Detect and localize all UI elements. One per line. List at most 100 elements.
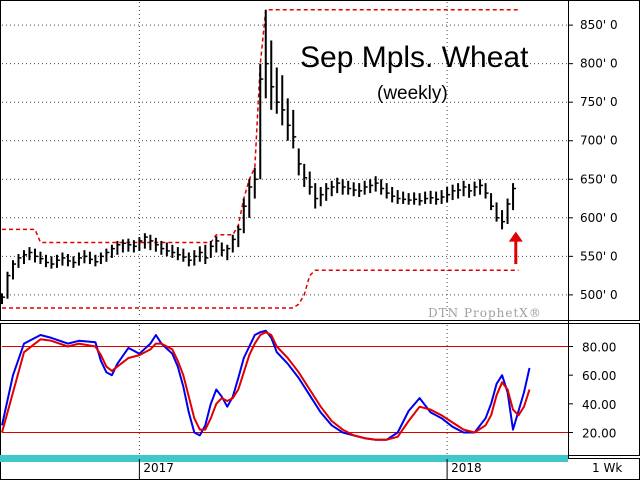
price-bar [374,176,379,192]
upper-band-line [2,8,519,244]
price-bar [347,180,352,195]
price-bar [468,183,473,198]
price-bar [402,191,407,204]
price-bar [33,248,38,263]
price-bars [1,9,517,305]
price-bar [154,237,159,252]
price-bar [495,202,500,222]
price-bar [506,198,511,224]
price-bar [193,250,198,266]
price-bar [490,193,495,211]
price-bar [319,186,324,207]
price-bar [182,248,187,262]
time-axis-labels: 2017 2018 [138,459,482,480]
price-bar [253,167,258,199]
price-bar [363,180,368,195]
price-bar [55,254,60,268]
price-bar [275,67,280,114]
stoch-lines [1,329,531,441]
price-bar [286,98,291,141]
arrow-head [508,231,523,242]
price-bar [330,180,335,197]
price-envelopes [2,8,519,309]
annotation-arrow [508,231,523,265]
price-bar [11,260,16,280]
price-bar [501,210,506,230]
price-bar [325,183,330,201]
price-bar [209,240,214,258]
price-bar [138,237,143,251]
price-bar [391,186,396,203]
price-bar [242,198,247,234]
price-bar [314,183,319,209]
price-bar [413,192,418,205]
lower-band-line [2,269,519,309]
price-bar [66,254,71,267]
price-bar [303,163,308,187]
price-bar [6,271,11,299]
price-bar [385,183,390,199]
stoch-tick-label: 60.00 [582,369,616,383]
price-bar [308,171,313,195]
price-bar [237,225,242,248]
price-bar [435,191,440,205]
price-bar [72,256,77,268]
stoch-axis: 20.00 40.00 60.00 80.00 [568,341,616,441]
price-bar [83,250,88,264]
price-bar [462,180,467,197]
time-axis-label: 2017 [143,461,174,475]
price-bar [204,244,209,265]
price-bar [418,193,423,206]
stoch-tick-label: 80.00 [582,341,616,355]
price-bar [132,240,137,253]
price-bar [336,177,341,194]
price-bar [231,234,236,253]
period-label: 1 Wk [592,461,622,475]
price-bar [451,184,456,201]
price-bar [446,186,451,203]
price-bar [176,247,181,261]
price-bar [352,182,357,197]
price-bar [50,256,55,269]
price-bar [171,244,176,258]
price-bar [187,252,192,267]
price-bar [297,148,302,176]
stoch-tick-label: 40.00 [582,398,616,412]
scroll-strip[interactable] [0,455,568,462]
price-bar [473,181,478,197]
price-tick-label: 850' 0 [580,18,618,32]
price-bar [105,248,110,262]
price-bar [341,179,346,195]
price-tick-label: 700' 0 [580,134,618,148]
price-tick-label: 650' 0 [580,172,618,186]
price-grid [2,2,568,318]
price-bar [259,63,264,180]
price-bar [457,183,462,199]
price-bar [22,250,27,265]
price-panel-frame [0,0,640,321]
price-tick-label: 500' 0 [580,288,618,302]
price-bar [28,247,33,261]
price-bar [44,254,49,268]
price-bar [270,40,275,110]
price-bar [479,179,484,195]
stoch-panel-frame [0,323,640,456]
price-bar [61,252,66,266]
price-bar [1,293,5,305]
price-axis: 500' 0 550' 0 600' 0 650' 0 700' 0 750' 0 800'… [568,18,618,302]
price-bar [264,9,269,99]
price-bar [88,251,93,265]
price-bar [226,244,231,261]
chart-subtitle: (weekly) [377,83,448,104]
price-bar [116,240,121,255]
price-bar [149,234,154,251]
price-bar [198,246,203,262]
price-bar [143,233,148,249]
price-bar [165,242,170,257]
chart-title: Sep Mpls. Wheat [300,41,529,74]
price-tick-label: 600' 0 [580,211,618,225]
price-bar [215,236,220,253]
price-bar [39,251,44,265]
